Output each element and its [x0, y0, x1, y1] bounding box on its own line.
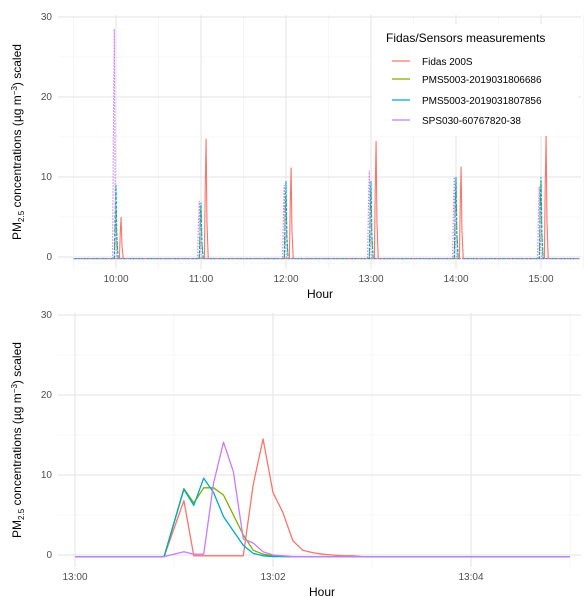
bottom-ytick-20: 20 [41, 390, 53, 401]
bottom-xtick-1302: 13:02 [260, 572, 285, 583]
legend-label-pms1: PMS5003-2019031806686 [422, 75, 542, 86]
top-ytick-10: 10 [41, 172, 53, 183]
top-xtick-1400: 14:00 [443, 274, 468, 285]
legend-label-sps: SPS030-60767820-38 [422, 116, 521, 127]
top-xtick-1000: 10:00 [103, 274, 128, 285]
bottom-series-3 [75, 441, 570, 558]
bottom-chart: 0 10 20 30 13:00 13:02 13:04 Hour PM2.5 … [10, 310, 581, 597]
top-ytick-0: 0 [46, 252, 52, 263]
top-y-axis-title: PM2.5 concentrations (µg m−3) scaled [10, 44, 26, 240]
legend-label-pms2: PMS5003-2019031807856 [422, 96, 542, 107]
legend: Fidas/Sensors measurements Fidas 200S PM… [372, 24, 578, 136]
bottom-x-axis-title: Hour [309, 585, 335, 597]
bottom-ytick-30: 30 [41, 310, 53, 321]
bottom-ytick-0: 0 [46, 550, 52, 561]
top-xtick-1500: 15:00 [528, 274, 553, 285]
top-series-lines [73, 28, 580, 260]
top-xtick-1300: 13:00 [358, 274, 383, 285]
top-xtick-1100: 11:00 [189, 274, 214, 285]
top-series-3 [73, 28, 580, 260]
top-x-axis-title: Hour [307, 287, 333, 301]
bottom-y-axis-title: PM2.5 concentrations (µg m−3) scaled [10, 342, 26, 538]
legend-box [372, 24, 578, 136]
top-chart: 0 10 20 30 10:00 11:00 12:00 13:00 14:00… [10, 12, 584, 301]
bottom-series-lines [75, 438, 570, 558]
top-ytick-20: 20 [41, 92, 53, 103]
top-xtick-1200: 12:00 [273, 274, 298, 285]
bottom-gridlines [58, 313, 581, 567]
legend-title: Fidas/Sensors measurements [386, 31, 545, 45]
top-ytick-30: 30 [41, 12, 53, 23]
bottom-plot-panel [58, 313, 581, 567]
bottom-xtick-1300: 13:00 [62, 572, 87, 583]
bottom-ytick-10: 10 [41, 470, 53, 481]
legend-label-fidas: Fidas 200S [422, 57, 473, 68]
bottom-xtick-1304: 13:04 [458, 572, 483, 583]
